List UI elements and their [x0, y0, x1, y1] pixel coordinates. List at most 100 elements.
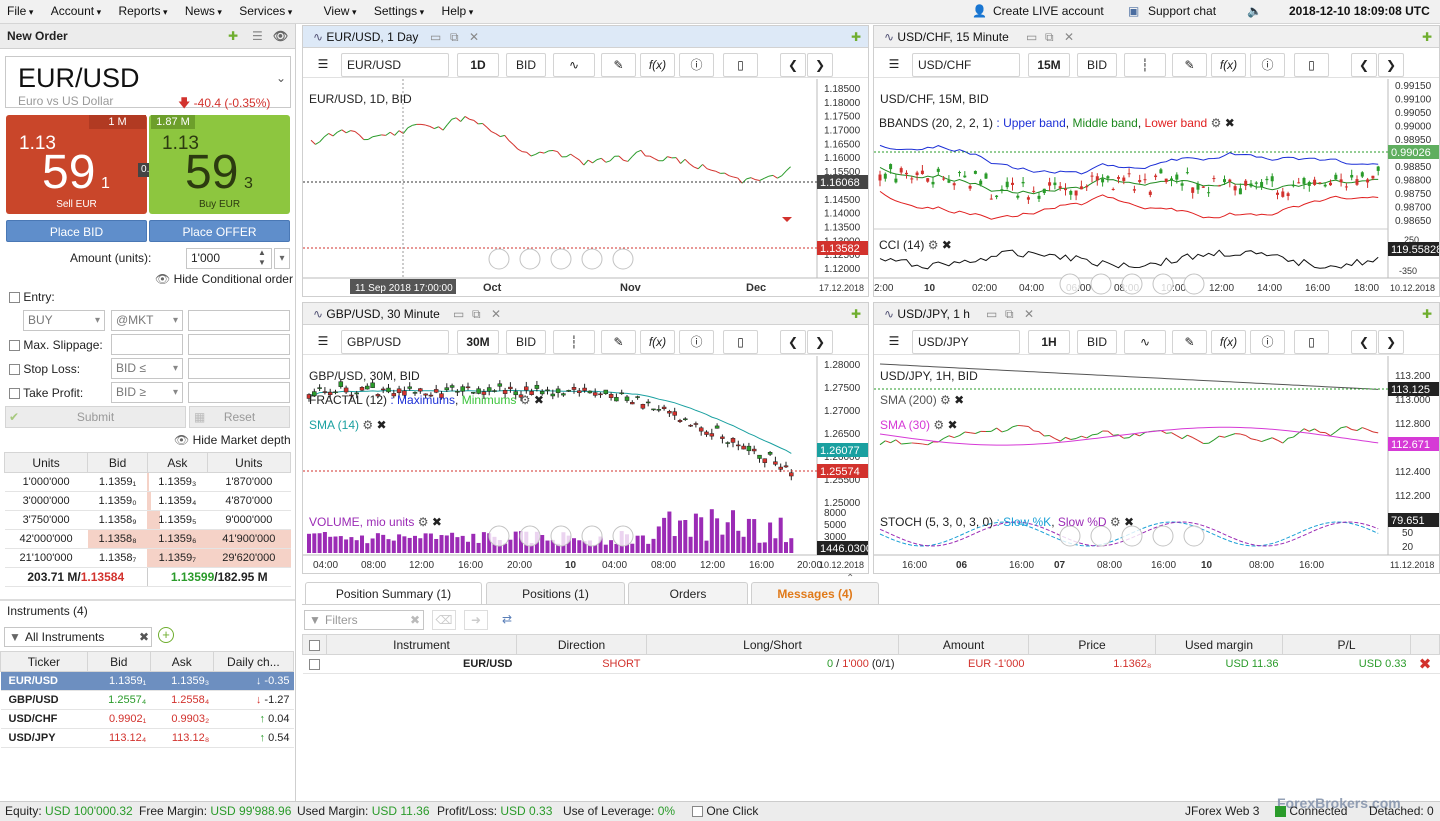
buy-button[interactable]: 1.87 M 1.13 59 3 Buy EUR	[149, 115, 290, 214]
reset-button[interactable]: ▦ Reset	[189, 406, 290, 428]
one-click-toggle[interactable]: One Click	[692, 802, 758, 821]
menu-account[interactable]: Account	[44, 0, 108, 24]
entry-type-select[interactable]: @MKT	[111, 310, 183, 331]
close-icon[interactable]: ✖	[1224, 116, 1235, 130]
restore-icon[interactable]: ⧉	[450, 30, 459, 44]
eurusd-price-chart[interactable]: 1.18500 1.18000 1.17500 1.17000 1.16500 1.160…	[303, 79, 868, 296]
gear-icon[interactable]: ⚙	[933, 418, 945, 432]
close-icon[interactable]: ✖	[954, 393, 965, 407]
inst-header-change[interactable]: Daily ch...	[212, 651, 295, 672]
indicator-fx-icon[interactable]: f(x)	[1211, 53, 1246, 77]
chart-type-icon[interactable]: ∿	[553, 53, 595, 77]
take-profit-checkbox[interactable]	[9, 388, 20, 400]
instrument-row[interactable]: USD/CHF 0.9902₁ 0.9903₂ ↑ 0.04	[0, 709, 294, 729]
close-position-icon[interactable]: ✖	[1410, 654, 1440, 674]
header-long-short[interactable]: Long/Short	[646, 634, 899, 655]
entry-price-input[interactable]	[188, 310, 290, 331]
prev-arrow-icon[interactable]: ❮	[1351, 53, 1377, 77]
one-click-checkbox[interactable]	[692, 806, 703, 818]
add-icon[interactable]: ✚	[1422, 30, 1433, 44]
menu-file[interactable]: File	[0, 0, 40, 24]
gear-icon[interactable]: ⚙	[1109, 515, 1121, 529]
filters-input[interactable]: ▼ Filters ✖	[304, 610, 424, 630]
add-icon[interactable]: ✚	[1422, 307, 1433, 321]
row-checkbox[interactable]	[309, 658, 320, 670]
next-arrow-icon[interactable]: ❯	[807, 330, 833, 354]
instrument-select[interactable]: GBP/USD	[341, 330, 449, 354]
header-price[interactable]: Price	[1028, 634, 1156, 655]
bars-icon[interactable]: ▯	[1294, 330, 1329, 354]
gear-icon[interactable]: ⚙	[417, 515, 429, 529]
tab-messages[interactable]: Messages (4)	[751, 582, 879, 604]
info-icon[interactable]: ⓘ	[1250, 53, 1285, 77]
add-instrument-icon[interactable]: +	[158, 627, 174, 643]
header-used-margin[interactable]: Used margin	[1155, 634, 1283, 655]
minimize-icon[interactable]: ▭	[453, 307, 465, 321]
table-row[interactable]: EUR/USD SHORT 0 / 1'000 (0/1) EUR -1'000…	[302, 654, 1440, 674]
indicator-fx-icon[interactable]: f(x)	[1211, 330, 1246, 354]
submit-button[interactable]: ✔ Submit	[5, 406, 186, 428]
place-offer-button[interactable]: Place OFFER	[149, 220, 290, 242]
max-slippage-extra[interactable]	[188, 334, 290, 355]
menu-help[interactable]: Help	[435, 0, 481, 24]
header-pl[interactable]: P/L	[1282, 634, 1411, 655]
stop-loss-type-select[interactable]: BID ≤	[111, 358, 183, 379]
create-live-account-link[interactable]: Create LIVE account	[993, 4, 1104, 18]
restore-icon[interactable]: ⧉	[1045, 30, 1054, 44]
sell-button[interactable]: 1 M 1.13 59 1 Sell EUR	[6, 115, 147, 214]
instrument-select[interactable]: USD/JPY	[912, 330, 1020, 354]
collapse-icon[interactable]: ⌃	[846, 573, 855, 584]
chart-type-icon[interactable]: ∿	[1124, 330, 1166, 354]
gear-icon[interactable]: ⚙	[940, 393, 951, 407]
info-icon[interactable]: ⓘ	[679, 53, 714, 77]
prev-arrow-icon[interactable]: ❮	[780, 53, 806, 77]
period-select[interactable]: 1H	[1028, 330, 1070, 354]
swap-icon[interactable]: ⇄	[501, 612, 513, 626]
next-arrow-icon[interactable]: ❯	[807, 53, 833, 77]
menu-services[interactable]: Services	[232, 0, 299, 24]
instrument-select[interactable]: USD/CHF	[912, 53, 1020, 77]
minimize-icon[interactable]: ▭	[1026, 30, 1038, 44]
offer-side-select[interactable]: BID	[506, 53, 546, 77]
instrument-row[interactable]: EUR/USD 1.1359₁ 1.1359₃ ↓ -0.35	[0, 671, 294, 691]
bars-icon[interactable]: ▯	[723, 330, 758, 354]
select-all-checkbox[interactable]	[309, 639, 320, 651]
tab-orders[interactable]: Orders	[628, 582, 748, 604]
max-slippage-checkbox[interactable]	[9, 340, 20, 352]
inst-header-ticker[interactable]: Ticker	[0, 651, 88, 672]
merge-icon[interactable]: ➜	[464, 610, 488, 630]
close-icon[interactable]: ✖	[533, 393, 544, 407]
prev-arrow-icon[interactable]: ❮	[780, 330, 806, 354]
select-all-header[interactable]	[302, 634, 327, 655]
gear-icon[interactable]: ⚙	[519, 393, 531, 407]
close-icon[interactable]: ✖	[941, 238, 952, 252]
stop-loss-input[interactable]	[188, 358, 290, 379]
close-icon[interactable]: ✕	[469, 30, 480, 44]
indicator-fx-icon[interactable]: f(x)	[640, 330, 675, 354]
close-icon[interactable]: ✖	[1124, 515, 1135, 529]
info-icon[interactable]: ⓘ	[1250, 330, 1285, 354]
menu-settings[interactable]: Settings	[367, 0, 431, 24]
usdjpy-price-chart[interactable]: 113.200113.000112.800112.600112.400112.2…	[874, 356, 1439, 573]
instrument-row[interactable]: GBP/USD 1.2557₄ 1.2558₄ ↓ -1.27	[0, 690, 294, 710]
period-select[interactable]: 1D	[457, 53, 499, 77]
hide-conditional-link[interactable]: 👁 Hide Conditional order	[155, 272, 293, 286]
take-profit-type-select[interactable]: BID ≥	[111, 382, 183, 403]
place-bid-button[interactable]: Place BID	[6, 220, 147, 242]
inst-header-ask[interactable]: Ask	[149, 651, 214, 672]
hamburger-icon[interactable]: ☰	[311, 53, 335, 77]
offer-side-select[interactable]: BID	[1077, 53, 1117, 77]
add-icon[interactable]: ✚	[851, 30, 862, 44]
add-icon[interactable]: ✚	[851, 307, 862, 321]
menu-news[interactable]: News	[178, 0, 229, 24]
entry-side-select[interactable]: BUY	[23, 310, 105, 331]
close-icon[interactable]: ✕	[491, 307, 502, 321]
chart-type-icon[interactable]: ┆	[553, 330, 595, 354]
gear-icon[interactable]: ⚙	[1210, 116, 1222, 130]
draw-pencil-icon[interactable]: ✎	[1172, 53, 1207, 77]
instrument-select[interactable]: EUR/USD	[341, 53, 449, 77]
header-direction[interactable]: Direction	[516, 634, 647, 655]
offer-side-select[interactable]: BID	[506, 330, 546, 354]
period-select[interactable]: 15M	[1028, 53, 1070, 77]
prev-arrow-icon[interactable]: ❮	[1351, 330, 1377, 354]
